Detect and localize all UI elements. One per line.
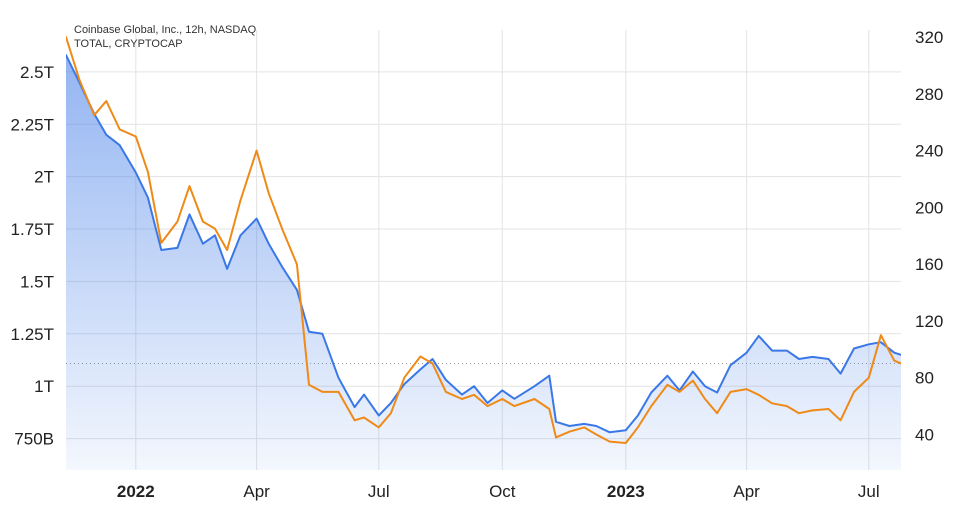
left-tick-label: 1.75T (11, 220, 54, 239)
left-tick-label: 750B (14, 430, 54, 449)
right-tick-label: 120 (915, 312, 943, 331)
series-line-coinbase (66, 36, 901, 444)
x-tick-label: Jul (858, 482, 880, 501)
x-tick-label: Apr (243, 482, 270, 501)
series-line-total-cryptocap (66, 54, 901, 434)
x-tick-label: Oct (489, 482, 516, 501)
left-tick-label: 1.5T (20, 272, 54, 291)
left-tick-label: 2T (34, 168, 54, 187)
right-tick-label: 200 (915, 198, 943, 217)
x-tick-label: Apr (733, 482, 760, 501)
right-tick-label: 240 (915, 142, 943, 161)
legend-entry: TOTAL, CRYPTOCAP (74, 38, 183, 50)
series-area-total-cryptocap (66, 55, 901, 470)
series-layer (66, 36, 901, 470)
x-tick-label: 2023 (607, 482, 645, 501)
right-tick-label: 80 (915, 369, 934, 388)
left-axis: 750B 1T 1.25T 1.5T 1.75T 2T 2.25T 2.5T (11, 63, 54, 449)
left-tick-label: 2.25T (11, 115, 54, 134)
left-tick-label: 2.5T (20, 63, 54, 82)
left-tick-label: 1.25T (11, 325, 54, 344)
legend-entry: Coinbase Global, Inc., 12h, NASDAQ (74, 24, 257, 36)
left-tick-label: 1T (34, 377, 54, 396)
right-tick-label: 160 (915, 255, 943, 274)
x-axis: 2022 Apr Jul Oct 2023 Apr Jul (117, 482, 880, 501)
right-tick-label: 280 (915, 85, 943, 104)
right-axis: 40 80 120 160 200 240 280 320 (915, 28, 943, 444)
x-tick-label: 2022 (117, 482, 155, 501)
right-tick-label: 40 (915, 426, 934, 445)
x-tick-label: Jul (368, 482, 390, 501)
legend: Coinbase Global, Inc., 12h, NASDAQ TOTAL,… (74, 24, 257, 50)
right-tick-label: 320 (915, 28, 943, 47)
